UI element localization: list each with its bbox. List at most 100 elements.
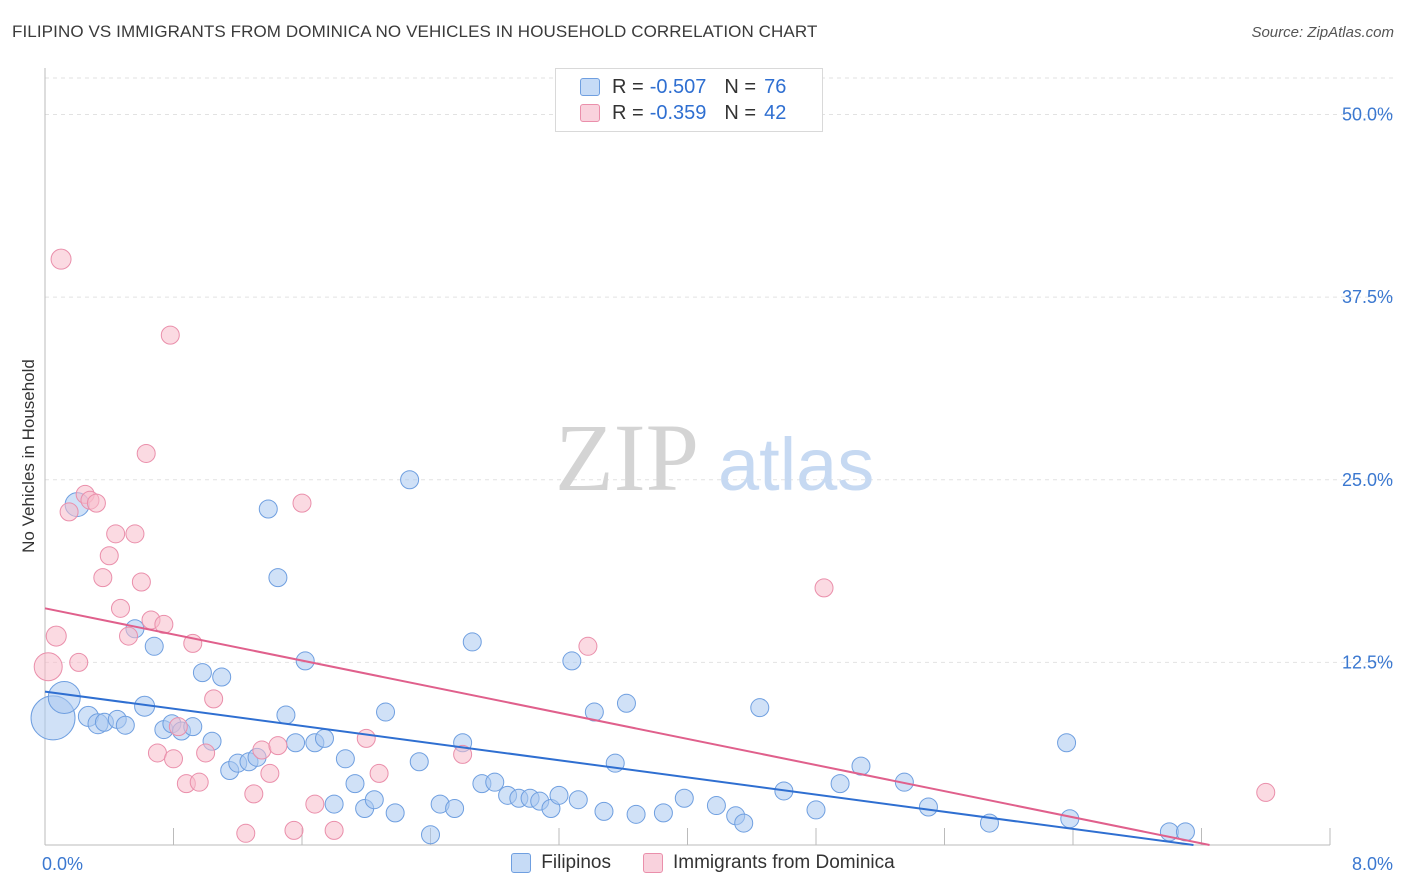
filipinos-legend-swatch bbox=[511, 853, 532, 873]
dominica-point bbox=[106, 524, 126, 544]
dominica-point bbox=[260, 763, 280, 783]
dominica-n-value: 42 bbox=[764, 101, 787, 124]
filipinos-point bbox=[830, 774, 850, 794]
dominica-point bbox=[110, 598, 130, 618]
filipinos-point bbox=[115, 715, 135, 735]
filipinos-point bbox=[706, 796, 726, 816]
filipinos-point bbox=[918, 797, 938, 817]
dominica-point bbox=[69, 652, 89, 672]
filipinos-point bbox=[376, 702, 396, 722]
legend-item-filipinos[interactable]: Filipinos bbox=[511, 852, 611, 874]
dominica-point bbox=[1256, 782, 1276, 802]
dominica-point bbox=[578, 636, 598, 656]
dominica-point bbox=[136, 443, 156, 463]
filipinos-point bbox=[144, 636, 164, 656]
trend-layer bbox=[44, 607, 1210, 846]
dominica-point bbox=[453, 744, 473, 764]
filipinos-point bbox=[385, 803, 405, 823]
series-legend: Filipinos Immigrants from Dominica bbox=[0, 852, 1406, 874]
dominica-point bbox=[236, 823, 256, 843]
watermark: ZIP atlas bbox=[555, 404, 874, 511]
filipinos-point bbox=[445, 798, 465, 818]
n-label: N = bbox=[724, 101, 757, 124]
dominica-point bbox=[292, 493, 312, 513]
n-label: N = bbox=[724, 75, 757, 98]
filipinos-point bbox=[750, 698, 770, 718]
filipinos-point bbox=[258, 499, 278, 519]
chart-title: FILIPINO VS IMMIGRANTS FROM DOMINICA NO … bbox=[12, 22, 818, 41]
x-tick-label: 8.0% bbox=[1352, 854, 1393, 874]
dominica-point bbox=[369, 763, 389, 783]
correlation-legend: R = -0.507 N = 76 R = -0.359 N = 42 bbox=[555, 68, 823, 132]
filipinos-point bbox=[192, 663, 212, 683]
dominica-point bbox=[189, 772, 209, 792]
dominica-point bbox=[268, 736, 288, 756]
dominica-trendline bbox=[44, 607, 1210, 846]
y-tick-label: 25.0% bbox=[1342, 470, 1393, 490]
filipinos-point bbox=[400, 470, 420, 490]
dominica-point bbox=[244, 784, 264, 804]
watermark-zip: ZIP bbox=[555, 404, 699, 511]
grid-layer bbox=[45, 77, 1395, 663]
dominica-point bbox=[305, 794, 325, 814]
x-tick-label: 0.0% bbox=[42, 854, 83, 874]
filipinos-r-value: -0.507 bbox=[649, 75, 707, 98]
filipinos-point bbox=[276, 705, 296, 725]
filipinos-swatch bbox=[580, 78, 600, 96]
dominica-legend-label: Immigrants from Dominica bbox=[672, 852, 895, 873]
y-tick-label: 50.0% bbox=[1342, 105, 1393, 125]
filipinos-point bbox=[626, 804, 646, 824]
dominica-point bbox=[125, 524, 145, 544]
filipinos-point bbox=[674, 788, 694, 808]
dominica-point bbox=[168, 717, 188, 737]
dominica-point bbox=[45, 625, 67, 647]
watermark-atlas: atlas bbox=[718, 423, 874, 506]
dominica-point bbox=[196, 743, 216, 763]
filipinos-point bbox=[568, 790, 588, 810]
dominica-point bbox=[33, 652, 63, 682]
filipinos-point bbox=[1057, 733, 1077, 753]
labels-layer: 12.5% 25.0% 37.5% 50.0% 0.0% 8.0% bbox=[42, 105, 1393, 874]
y-tick-label: 37.5% bbox=[1342, 287, 1393, 307]
dominica-point bbox=[252, 740, 272, 760]
filipinos-point bbox=[462, 632, 482, 652]
r-label: R = bbox=[612, 101, 644, 124]
dominica-point bbox=[59, 502, 79, 522]
dominica-point bbox=[131, 572, 151, 592]
filipinos-point bbox=[212, 667, 232, 687]
filipinos-point bbox=[549, 785, 569, 805]
filipinos-point bbox=[653, 803, 673, 823]
filipinos-trendline bbox=[44, 690, 1194, 846]
legend-row-filipinos: R = -0.507 N = 76 bbox=[580, 74, 786, 100]
dominica-point bbox=[814, 578, 834, 598]
dominica-point bbox=[164, 749, 183, 769]
filipinos-point bbox=[485, 772, 505, 792]
legend-row-dominica: R = -0.359 N = 42 bbox=[580, 100, 786, 126]
filipinos-legend-label: Filipinos bbox=[541, 852, 611, 873]
filipinos-point bbox=[286, 733, 306, 753]
dominica-point bbox=[284, 820, 304, 840]
filipinos-n-value: 76 bbox=[764, 75, 787, 98]
filipinos-point bbox=[734, 813, 754, 833]
r-label: R = bbox=[612, 75, 644, 98]
dominica-point bbox=[86, 493, 106, 513]
dominica-r-value: -0.359 bbox=[649, 101, 707, 124]
dominica-point bbox=[147, 743, 167, 763]
filipinos-point bbox=[324, 794, 344, 814]
filipinos-point bbox=[562, 651, 582, 671]
filipinos-point bbox=[584, 702, 604, 722]
legend-item-dominica[interactable]: Immigrants from Dominica bbox=[642, 852, 895, 874]
filipinos-point bbox=[314, 728, 334, 748]
filipinos-point bbox=[268, 568, 288, 588]
dominica-legend-swatch bbox=[642, 853, 663, 873]
dominica-point bbox=[324, 820, 344, 840]
dominica-swatch bbox=[580, 104, 600, 122]
filipinos-point bbox=[421, 825, 440, 845]
filipinos-point bbox=[806, 800, 826, 820]
dominica-point bbox=[204, 689, 224, 709]
dominica-point bbox=[99, 546, 119, 566]
points-layer bbox=[30, 248, 1276, 845]
y-tick-label: 12.5% bbox=[1342, 652, 1393, 672]
filipinos-point bbox=[594, 801, 614, 821]
